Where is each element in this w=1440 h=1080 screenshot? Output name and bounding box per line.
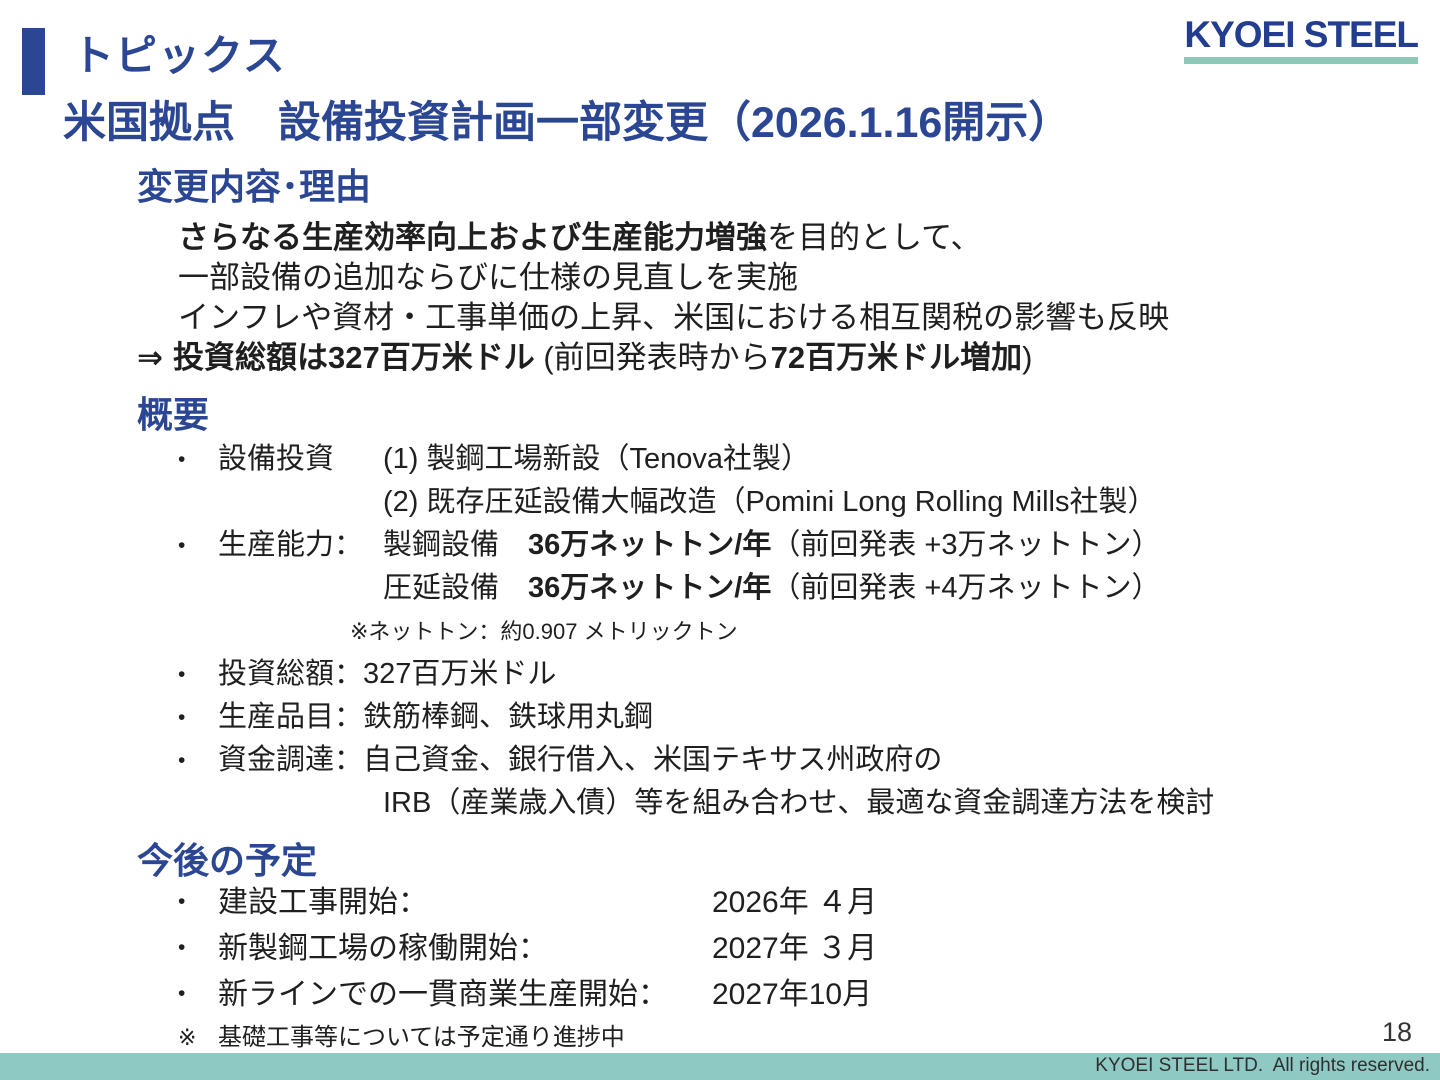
- equipment-label: 設備投資: [218, 443, 335, 475]
- capacity-lines: 製鋼設備 36万ネットトン/年（前回発表 +3万ネットトン） 圧延設備 36万ネ…: [383, 524, 1160, 610]
- schedule-item-mill-startup: • 新製鋼工場の稼働開始： 2027年 ３月: [178, 926, 877, 972]
- bullet-icon: •: [178, 663, 186, 686]
- schedule-label: 新ラインでの一貫商業生産開始：: [218, 978, 668, 1011]
- funding-line-1: 資金調達：自己資金、銀行借入、米国テキサス州政府の: [218, 744, 943, 776]
- capacity-line-1: 製鋼設備 36万ネットトン/年（前回発表 +3万ネットトン）: [383, 524, 1160, 567]
- schedule-footnote-text: 基礎工事等については予定通り進捗中: [218, 1024, 625, 1051]
- schedule-date: 2027年 ３月: [712, 932, 878, 965]
- bullet-icon: •: [178, 706, 186, 729]
- list-item-equipment: • 設備投資 (1) 製鋼工場新設（Tenova社製） (2) 既存圧延設備大幅…: [178, 438, 1214, 524]
- change-reason-paragraph: さらなる生産効率向上および生産能力増強を目的として、 一部設備の追加ならびに仕様…: [178, 218, 1169, 338]
- reference-mark-icon: ※: [178, 1025, 197, 1050]
- footer-copyright-bar: KYOEI STEEL LTD. All rights reserved.: [0, 1053, 1440, 1080]
- section-heading-change: 変更内容･理由: [137, 166, 372, 207]
- funding-line-2: IRB（産業歳入債）等を組み合わせ、最適な資金調達方法を検討: [383, 787, 1215, 819]
- capacity-line-2-note: （前回発表 +4万ネットトン）: [771, 572, 1161, 604]
- total-investment-text: 投資総額：327百万米ドル: [218, 658, 557, 690]
- bullet-icon: •: [178, 890, 186, 913]
- equipment-lines: (1) 製鋼工場新設（Tenova社製） (2) 既存圧延設備大幅改造（Pomi…: [383, 438, 1156, 524]
- arrow-icon: ⇒: [137, 340, 163, 375]
- reason-line-1-rest: を目的として、: [767, 220, 982, 255]
- investment-total-bold: 投資総額は327百万米ドル: [172, 340, 535, 375]
- company-logo-text: KYOEI STEEL: [1184, 14, 1419, 55]
- capacity-line-2: 圧延設備 36万ネットトン/年（前回発表 +4万ネットトン）: [383, 567, 1160, 610]
- capacity-label: 生産能力：: [218, 529, 364, 561]
- capacity-line-1-value: 36万ネットトン/年: [528, 529, 772, 561]
- products-text: 生産品目：鉄筋棒鋼、鉄球用丸鋼: [218, 701, 654, 733]
- bullet-icon: •: [178, 749, 186, 772]
- capacity-line-1-note: （前回発表 +3万ネットトン）: [771, 529, 1161, 561]
- equipment-line-2: (2) 既存圧延設備大幅改造（Pomini Long Rolling Mills…: [383, 486, 1157, 518]
- capacity-line-1-name: 製鋼設備: [383, 529, 529, 561]
- slide-title: 米国拠点 設備投資計画一部変更（2026.1.16開示）: [63, 99, 1072, 147]
- list-item-capacity: • 生産能力： 製鋼設備 36万ネットトン/年（前回発表 +3万ネットトン） 圧…: [178, 524, 1214, 610]
- bullet-icon: •: [178, 448, 186, 471]
- capacity-line-2-name: 圧延設備: [383, 572, 529, 604]
- reason-line-1: さらなる生産効率向上および生産能力増強を目的として、: [178, 218, 1169, 258]
- investment-total-line: ⇒ 投資総額は327百万米ドル (前回発表時から72百万米ドル増加): [137, 338, 1032, 378]
- investment-total-close: ): [1022, 340, 1033, 375]
- net-ton-footnote: ※ネットトン：約0.907 メトリックトン: [350, 619, 738, 644]
- schedule-label: 建設工事開始：: [218, 886, 428, 919]
- schedule-item-commercial-production: • 新ラインでの一貫商業生産開始： 2027年10月: [178, 972, 877, 1018]
- section-heading-schedule: 今後の予定: [137, 840, 318, 881]
- company-logo: KYOEI STEEL: [1184, 14, 1419, 64]
- equipment-line-1: (1) 製鋼工場新設（Tenova社製）: [383, 443, 811, 475]
- section-heading-overview: 概要: [137, 394, 210, 435]
- list-item-funding: • 資金調達：自己資金、銀行借入、米国テキサス州政府の IRB（産業歳入債）等を…: [178, 739, 1214, 825]
- bullet-icon: •: [178, 982, 186, 1005]
- investment-increase-bold: 72百万米ドル増加: [770, 340, 1023, 375]
- schedule-date: 2026年 ４月: [712, 886, 878, 919]
- page-number: 18: [1381, 1017, 1412, 1047]
- company-logo-underline: [1184, 56, 1418, 64]
- list-item-products: • 生産品目：鉄筋棒鋼、鉄球用丸鋼: [178, 696, 1214, 739]
- topics-label: トピックス: [72, 32, 286, 79]
- schedule-label: 新製鋼工場の稼働開始：: [218, 932, 548, 965]
- schedule-footnote: ※ 基礎工事等については予定通り進捗中: [178, 1020, 877, 1056]
- capacity-line-2-value: 36万ネットトン/年: [528, 572, 772, 604]
- list-item-total-investment: • 投資総額：327百万米ドル: [178, 653, 1214, 696]
- funding-lines: 資金調達：自己資金、銀行借入、米国テキサス州政府の IRB（産業歳入債）等を組み…: [218, 739, 1214, 825]
- bullet-icon: •: [178, 936, 186, 959]
- schedule-item-construction: • 建設工事開始： 2026年 ４月: [178, 880, 877, 926]
- bullet-icon: •: [178, 534, 186, 557]
- schedule-date: 2027年10月: [712, 978, 873, 1011]
- reason-line-2: 一部設備の追加ならびに仕様の見直しを実施: [178, 260, 798, 295]
- investment-total-mid: (前回発表時から: [534, 340, 771, 375]
- reason-line-1-bold: さらなる生産効率向上および生産能力増強: [178, 220, 767, 255]
- schedule-list: • 建設工事開始： 2026年 ４月 • 新製鋼工場の稼働開始： 2027年 ３…: [178, 880, 877, 1056]
- title-accent-bar: [22, 28, 45, 95]
- reason-line-3: インフレや資材・工事単価の上昇、米国における相互関税の影響も反映: [178, 300, 1170, 335]
- overview-list: • 設備投資 (1) 製鋼工場新設（Tenova社製） (2) 既存圧延設備大幅…: [178, 438, 1214, 825]
